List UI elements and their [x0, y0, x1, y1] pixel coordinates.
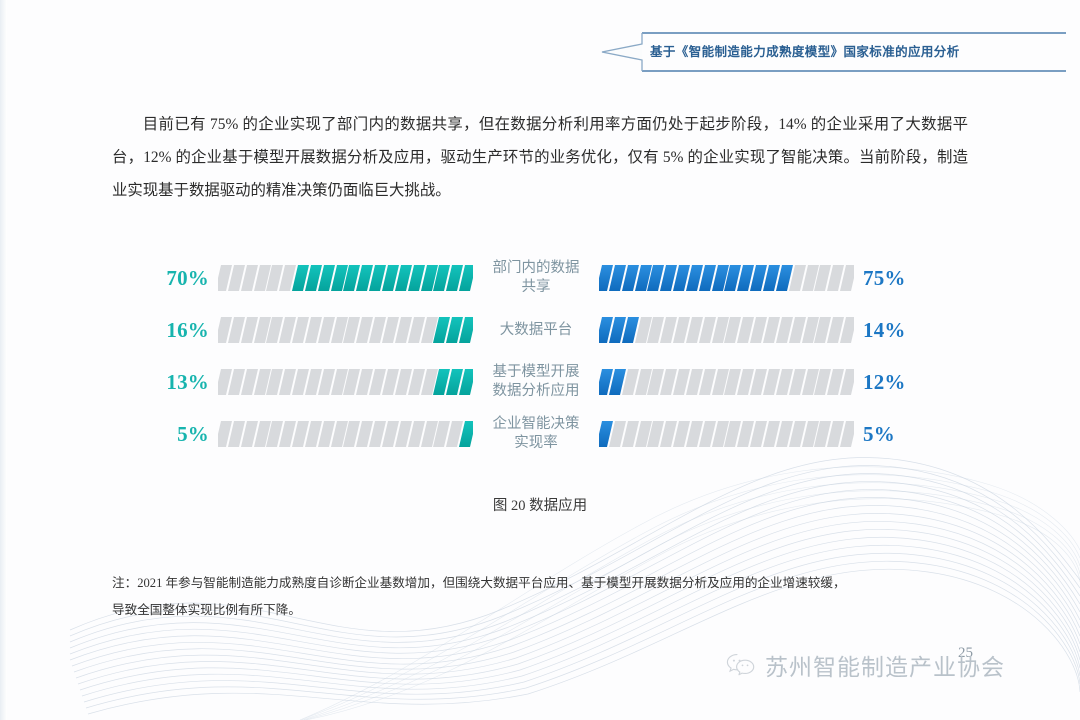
- left-value-label: 16%: [166, 317, 209, 342]
- category-label: 企业智能决策 实现率: [473, 415, 599, 453]
- category-label-line: 数据分析应用: [492, 383, 580, 399]
- right-bar: [599, 265, 854, 291]
- figure-note: 注：2021 年参与智能制造能力成熟度自诊断企业基数增加，但围绕大数据平台应用、…: [112, 570, 1012, 624]
- category-label: 大数据平台: [473, 321, 599, 340]
- category-label: 基于模型开展 数据分析应用: [473, 363, 599, 401]
- left-bar: [218, 369, 473, 395]
- chart-row: 70% 部门内的数据 共享 75%: [160, 252, 930, 304]
- chart-row: 16% 大数据平台 14%: [160, 304, 930, 356]
- category-label-line: 企业智能决策: [492, 416, 580, 432]
- left-value-label: 13%: [166, 369, 209, 394]
- right-bar: [599, 369, 854, 395]
- header-title: 基于《智能制造能力成熟度模型》国家标准的应用分析: [650, 44, 960, 59]
- page-left-edge-shadow: [0, 0, 7, 720]
- footer-watermark: 苏州智能制造产业协会: [726, 648, 1005, 682]
- left-value-label: 70%: [166, 265, 209, 290]
- chart-row: 13% 基于模型开展 数据分析应用 12%: [160, 356, 930, 408]
- right-bar: [599, 317, 854, 343]
- category-label-line: 实现率: [514, 435, 558, 451]
- right-bar: [599, 421, 854, 447]
- figure-note-line-1: 注：2021 年参与智能制造能力成熟度自诊断企业基数增加，但围绕大数据平台应用、…: [112, 576, 846, 590]
- category-label-line: 大数据平台: [499, 321, 573, 338]
- body-paragraph: 目前已有 75% 的企业实现了部门内的数据共享，但在数据分析利用率方面仍处于起步…: [112, 116, 968, 199]
- figure-caption: 图 20 数据应用: [492, 498, 588, 514]
- right-value-label: 75%: [863, 265, 906, 290]
- category-label-line: 基于模型开展: [492, 364, 580, 380]
- left-chevron-arrow-icon: [601, 32, 1066, 72]
- chart-row: 5% 企业智能决策 实现率 5%: [160, 408, 930, 460]
- page-header: 基于《智能制造能力成熟度模型》国家标准的应用分析: [596, 32, 1068, 72]
- left-bar: [218, 317, 473, 343]
- category-label-line: 共享: [521, 279, 551, 295]
- right-value-label: 5%: [863, 421, 895, 446]
- left-value-label: 5%: [177, 421, 209, 446]
- figure-note-line-2: 导致全国整体实现比例有所下降。: [112, 603, 301, 617]
- right-value-label: 14%: [863, 317, 906, 342]
- data-application-chart: 70% 部门内的数据 共享 75% 16% 大数据平台 14% 13% 基于模型开展 数据分析应用…: [160, 252, 930, 477]
- watermark-text: 苏州智能制造产业协会: [765, 655, 1005, 681]
- left-bar: [218, 421, 473, 447]
- category-label: 部门内的数据 共享: [473, 259, 599, 297]
- category-label-line: 部门内的数据: [492, 260, 580, 276]
- wechat-icon: [726, 654, 755, 676]
- right-value-label: 12%: [863, 369, 906, 394]
- left-bar: [218, 265, 473, 291]
